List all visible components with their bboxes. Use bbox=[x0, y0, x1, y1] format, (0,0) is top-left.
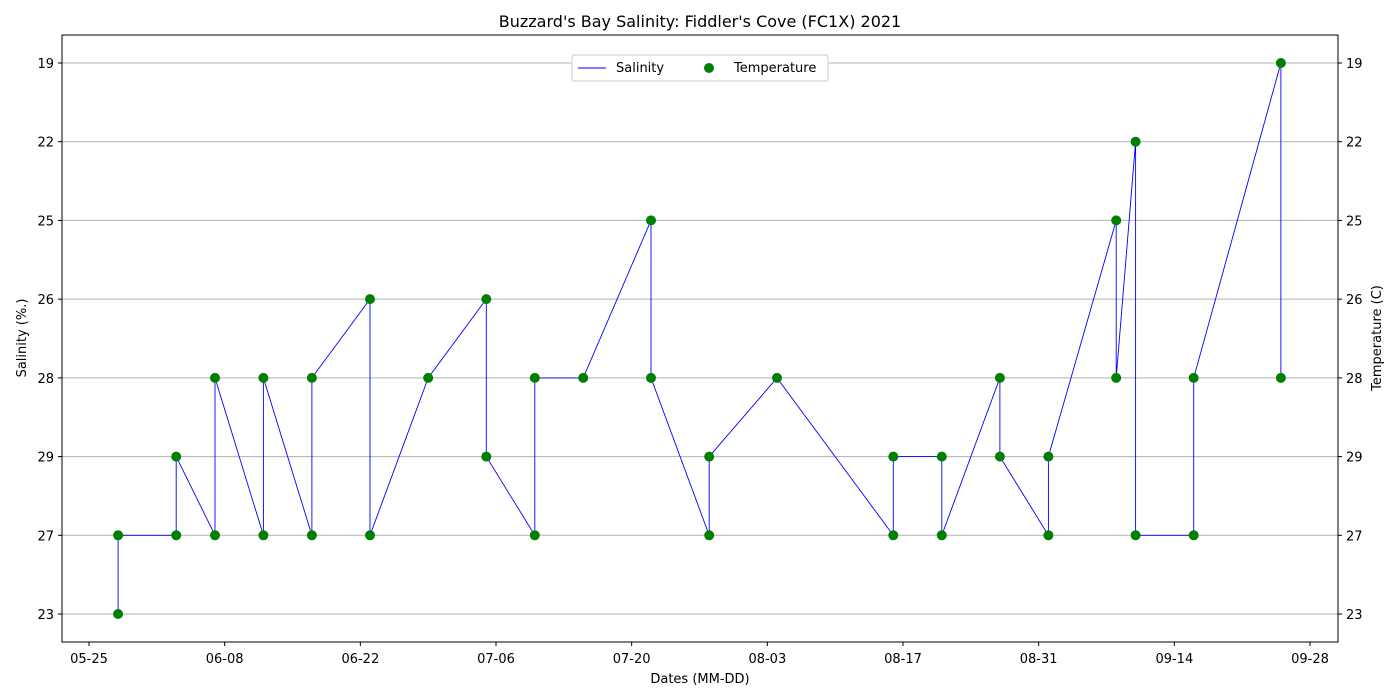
temperature-point-32 bbox=[1111, 372, 1122, 383]
salinity-line bbox=[117, 62, 1282, 614]
grid-lines bbox=[62, 62, 1338, 615]
temperature-point-26 bbox=[936, 530, 947, 541]
temperature-point-17 bbox=[578, 372, 589, 383]
left-tick-label-0: 23 bbox=[37, 608, 54, 623]
left-tick-label-3: 28 bbox=[37, 372, 54, 387]
temperature-point-27 bbox=[994, 372, 1005, 383]
temperature-point-4 bbox=[210, 530, 220, 541]
temperature-point-30 bbox=[1043, 451, 1054, 462]
temperature-point-7 bbox=[258, 372, 269, 383]
right-tick-label-7: 19 bbox=[1346, 57, 1363, 72]
temperature-point-33 bbox=[1130, 136, 1141, 147]
temperature-point-24 bbox=[888, 451, 899, 462]
temperature-point-22 bbox=[772, 372, 782, 383]
x-tick-label-2: 06-22 bbox=[341, 652, 379, 667]
temperature-point-2 bbox=[171, 530, 182, 541]
legend-temperature-label: Temperature bbox=[733, 61, 816, 76]
x-axis-title: Dates (MM-DD) bbox=[650, 672, 749, 687]
left-tick-label-7: 19 bbox=[37, 57, 54, 72]
right-axis-title: Temperature (C) bbox=[1370, 285, 1385, 392]
chart-title: Buzzard's Bay Salinity: Fiddler's Cove (… bbox=[499, 12, 901, 31]
salinity-series-line bbox=[117, 62, 1282, 614]
temperature-point-3 bbox=[171, 451, 182, 462]
temperature-point-35 bbox=[1188, 530, 1199, 541]
legend-box bbox=[571, 54, 829, 82]
x-axis-ticks: 05-25 06-08 06-22 07-06 07-20 08-03 08-17 08-31… bbox=[70, 642, 1329, 667]
temperature-point-36 bbox=[1188, 372, 1199, 383]
temperature-point-25 bbox=[936, 451, 947, 462]
temperature-point-38 bbox=[1275, 372, 1286, 383]
temperature-point-28 bbox=[994, 451, 1005, 462]
left-tick-label-4: 26 bbox=[37, 293, 54, 308]
temperature-point-29 bbox=[1043, 530, 1054, 541]
x-tick-label-3: 07-06 bbox=[477, 652, 515, 667]
temperature-point-11 bbox=[365, 530, 375, 541]
left-axis-title: Salinity (%.) bbox=[15, 299, 30, 378]
right-tick-label-1: 27 bbox=[1346, 529, 1363, 544]
temperature-point-13 bbox=[481, 294, 492, 305]
right-tick-label-4: 26 bbox=[1346, 293, 1363, 308]
temperature-point-20 bbox=[704, 530, 715, 541]
temperature-point-5 bbox=[210, 372, 220, 383]
temperature-point-37 bbox=[1275, 58, 1286, 68]
x-tick-label-4: 07-20 bbox=[613, 652, 651, 667]
y-axis-ticks: 23 23 27 27 29 29 28 28 26 26 25 25 22 22 19 19 bbox=[37, 57, 1362, 623]
right-tick-label-0: 23 bbox=[1346, 608, 1363, 623]
temperature-point-19 bbox=[646, 372, 656, 383]
temperature-point-16 bbox=[529, 372, 540, 383]
temperature-point-8 bbox=[306, 530, 317, 541]
temperature-point-21 bbox=[704, 451, 715, 462]
left-tick-label-6: 22 bbox=[37, 136, 54, 151]
left-tick-label-1: 27 bbox=[37, 529, 54, 544]
x-tick-label-0: 05-25 bbox=[70, 652, 108, 667]
plot-frame bbox=[61, 34, 1339, 643]
x-tick-label-6: 08-17 bbox=[884, 652, 922, 667]
legend-temperature-swatch bbox=[704, 63, 714, 73]
x-tick-label-7: 08-31 bbox=[1020, 652, 1058, 667]
temperature-point-14 bbox=[481, 451, 492, 462]
right-tick-label-6: 22 bbox=[1346, 136, 1363, 151]
left-tick-label-2: 29 bbox=[37, 451, 54, 466]
temperature-point-18 bbox=[646, 215, 656, 226]
temperature-point-1 bbox=[113, 530, 124, 541]
x-tick-label-5: 08-03 bbox=[748, 652, 786, 667]
left-tick-label-5: 25 bbox=[37, 214, 54, 229]
x-tick-label-1: 06-08 bbox=[206, 652, 244, 667]
legend-salinity-label: Salinity bbox=[616, 61, 664, 76]
x-tick-label-9: 09-28 bbox=[1291, 652, 1329, 667]
plot-border bbox=[61, 34, 1339, 643]
legend: Salinity Temperature bbox=[571, 54, 829, 82]
right-tick-label-3: 28 bbox=[1346, 372, 1363, 387]
temperature-point-31 bbox=[1111, 215, 1122, 226]
x-tick-label-8: 09-14 bbox=[1155, 652, 1193, 667]
temperature-point-6 bbox=[258, 530, 269, 541]
temperature-point-23 bbox=[888, 530, 899, 541]
temperature-point-12 bbox=[423, 372, 434, 383]
temperature-point-10 bbox=[365, 294, 375, 305]
temperature-point-0 bbox=[113, 609, 124, 619]
temperature-point-15 bbox=[529, 530, 540, 541]
temperature-point-34 bbox=[1130, 530, 1141, 541]
right-tick-label-2: 29 bbox=[1346, 451, 1363, 466]
temperature-point-9 bbox=[306, 372, 317, 383]
temperature-points bbox=[113, 58, 1286, 619]
right-tick-label-5: 25 bbox=[1346, 214, 1363, 229]
